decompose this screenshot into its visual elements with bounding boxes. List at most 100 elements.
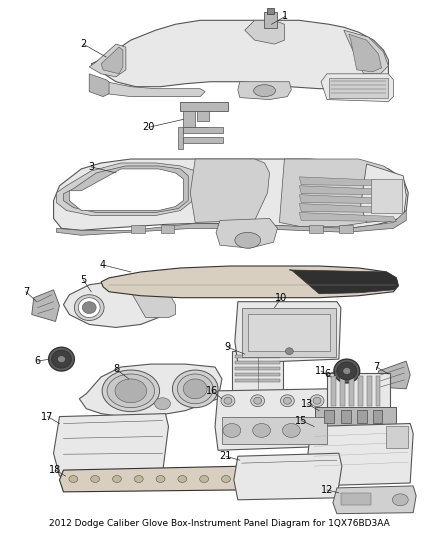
Text: 21: 21 — [220, 451, 232, 461]
Bar — [327, 373, 390, 409]
Bar — [340, 376, 345, 406]
Ellipse shape — [134, 475, 143, 482]
Ellipse shape — [91, 475, 99, 482]
Bar — [184, 137, 223, 143]
Bar — [367, 376, 371, 406]
Bar — [315, 407, 396, 426]
Text: 7: 7 — [373, 362, 380, 372]
Text: 10: 10 — [276, 293, 287, 303]
Text: 4: 4 — [100, 260, 106, 270]
Text: 12: 12 — [321, 485, 333, 495]
Ellipse shape — [200, 475, 208, 482]
Polygon shape — [64, 166, 188, 213]
Polygon shape — [299, 204, 396, 213]
Ellipse shape — [313, 397, 321, 404]
Text: 11: 11 — [315, 366, 327, 376]
Ellipse shape — [184, 379, 207, 399]
Bar — [235, 355, 280, 358]
Polygon shape — [69, 169, 184, 211]
Polygon shape — [333, 486, 416, 514]
Ellipse shape — [155, 398, 170, 410]
Bar — [329, 78, 389, 98]
Bar — [267, 9, 275, 14]
Ellipse shape — [283, 424, 300, 438]
Bar — [184, 127, 223, 133]
Bar — [357, 410, 367, 423]
Bar — [235, 367, 280, 370]
Bar — [341, 410, 351, 423]
Ellipse shape — [224, 397, 232, 404]
Bar — [197, 111, 209, 122]
Polygon shape — [91, 20, 389, 88]
Polygon shape — [190, 159, 269, 222]
Ellipse shape — [49, 347, 74, 371]
Bar — [371, 179, 402, 214]
Polygon shape — [131, 282, 175, 318]
Polygon shape — [307, 424, 413, 486]
Polygon shape — [215, 389, 331, 450]
Ellipse shape — [178, 475, 187, 482]
Ellipse shape — [113, 475, 121, 482]
Ellipse shape — [69, 475, 78, 482]
Polygon shape — [344, 30, 389, 74]
Polygon shape — [235, 302, 341, 363]
Polygon shape — [101, 266, 398, 298]
Polygon shape — [377, 361, 410, 389]
Bar — [264, 12, 277, 28]
Text: 20: 20 — [142, 122, 155, 132]
Ellipse shape — [74, 295, 104, 320]
Text: 9: 9 — [225, 342, 231, 352]
Text: 18: 18 — [49, 465, 62, 475]
Ellipse shape — [283, 397, 291, 404]
Polygon shape — [299, 186, 396, 195]
Text: 6: 6 — [324, 369, 330, 379]
Polygon shape — [57, 211, 406, 235]
Polygon shape — [238, 82, 291, 100]
Bar — [184, 111, 195, 127]
Ellipse shape — [156, 475, 165, 482]
Ellipse shape — [177, 374, 213, 403]
Text: 7: 7 — [23, 287, 29, 297]
Text: 15: 15 — [295, 416, 307, 425]
Ellipse shape — [254, 397, 261, 404]
Ellipse shape — [115, 379, 147, 403]
Polygon shape — [290, 270, 398, 294]
Text: 1: 1 — [283, 11, 289, 21]
Bar — [235, 379, 280, 382]
Bar — [373, 410, 382, 423]
Ellipse shape — [334, 359, 360, 383]
Polygon shape — [89, 44, 126, 77]
Polygon shape — [32, 290, 60, 321]
Polygon shape — [89, 74, 109, 96]
Text: 6: 6 — [35, 356, 41, 366]
Polygon shape — [245, 20, 284, 44]
Text: 13: 13 — [301, 399, 313, 409]
Bar — [324, 410, 334, 423]
Polygon shape — [299, 177, 396, 186]
Polygon shape — [299, 213, 396, 221]
Bar — [161, 225, 174, 233]
Polygon shape — [53, 414, 169, 476]
Ellipse shape — [392, 494, 408, 506]
Polygon shape — [321, 74, 393, 102]
Ellipse shape — [52, 350, 71, 368]
Polygon shape — [60, 466, 248, 492]
Ellipse shape — [78, 298, 100, 318]
Bar — [180, 102, 228, 111]
Ellipse shape — [337, 362, 357, 380]
Polygon shape — [349, 34, 381, 72]
Bar — [235, 373, 280, 376]
Ellipse shape — [82, 302, 96, 313]
Bar — [235, 361, 280, 364]
Ellipse shape — [222, 475, 230, 482]
Bar — [222, 417, 327, 445]
Bar — [242, 308, 336, 357]
Polygon shape — [234, 453, 342, 500]
Bar — [309, 225, 323, 233]
Polygon shape — [101, 47, 123, 74]
Ellipse shape — [343, 368, 351, 375]
Ellipse shape — [286, 348, 293, 354]
Polygon shape — [279, 159, 406, 227]
Ellipse shape — [173, 370, 218, 408]
Bar — [248, 313, 330, 351]
